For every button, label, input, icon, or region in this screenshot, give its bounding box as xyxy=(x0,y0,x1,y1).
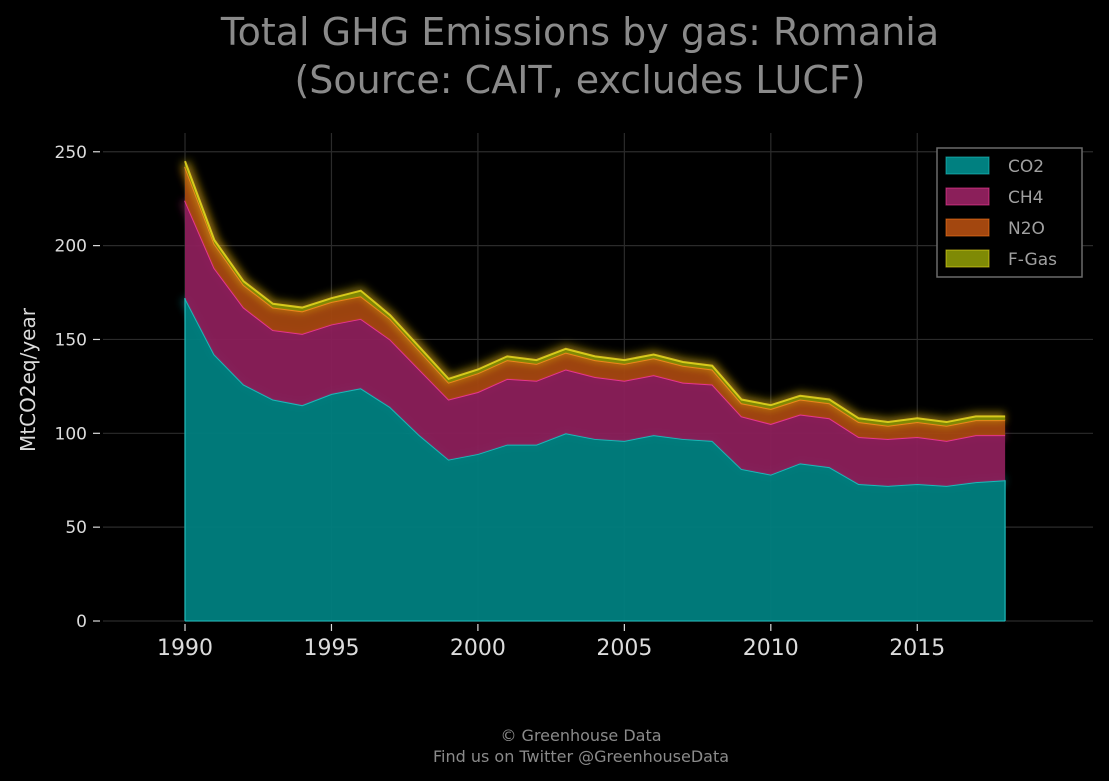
y-tick-label: 50 xyxy=(65,518,87,538)
series-area-n2o xyxy=(185,166,1006,441)
legend-swatch-ch4 xyxy=(945,187,990,206)
x-tick-label: 1990 xyxy=(157,636,213,661)
area-layer xyxy=(180,159,1006,622)
y-tick-label: 100 xyxy=(55,424,87,444)
x-tick-label: 1995 xyxy=(303,636,359,661)
legend-label-n2o: N2O xyxy=(1008,219,1045,239)
legend-label-ch4: CH4 xyxy=(1008,188,1043,208)
legend-label-f-gas: F-Gas xyxy=(1008,250,1057,270)
legend-swatch-f-gas xyxy=(945,249,990,268)
axes: 0 50 100 150 200 250 1990 1995 2000 2005 2010 2015 xyxy=(55,143,946,661)
legend-swatch-co2 xyxy=(945,156,990,175)
chart-title-line1: Total GHG Emissions by gas: Romania xyxy=(220,10,939,54)
y-tick-label: 200 xyxy=(55,237,87,257)
y-tick-label: 150 xyxy=(55,330,87,350)
footer-twitter: Find us on Twitter @GreenhouseData xyxy=(433,747,729,766)
legend-label-co2: CO2 xyxy=(1008,157,1044,177)
y-axis-label: MtCO2eq/year xyxy=(16,307,40,452)
legend: CO2 CH4 N2O F-Gas xyxy=(936,147,1083,278)
y-tick-label: 0 xyxy=(76,612,87,632)
chart-title-line2: (Source: CAIT, excludes LUCF) xyxy=(294,58,865,102)
y-tick-label: 250 xyxy=(55,143,87,163)
x-tick-label: 2015 xyxy=(889,636,945,661)
series-line-f-gas xyxy=(184,160,1006,424)
footer-copyright: © Greenhouse Data xyxy=(500,726,661,745)
x-tick-label: 2010 xyxy=(743,636,799,661)
legend-swatch-n2o xyxy=(945,218,990,237)
series-area-co2 xyxy=(185,298,1006,621)
x-tick-label: 2005 xyxy=(596,636,652,661)
x-tick-label: 2000 xyxy=(450,636,506,661)
